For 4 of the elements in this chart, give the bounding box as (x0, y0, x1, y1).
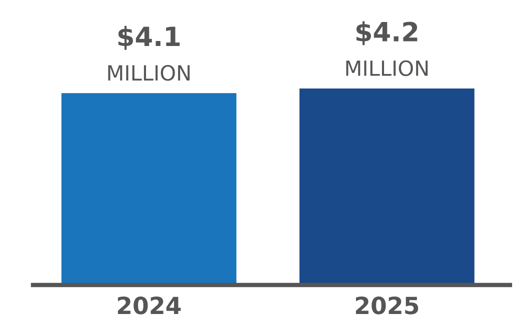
data-label: $4.2 MILLION (346, 21, 428, 76)
x-tick-label: 2025 (356, 296, 418, 314)
data-label: $4.1 MILLION (108, 26, 190, 81)
x-tick-label: 2024 (118, 296, 181, 314)
